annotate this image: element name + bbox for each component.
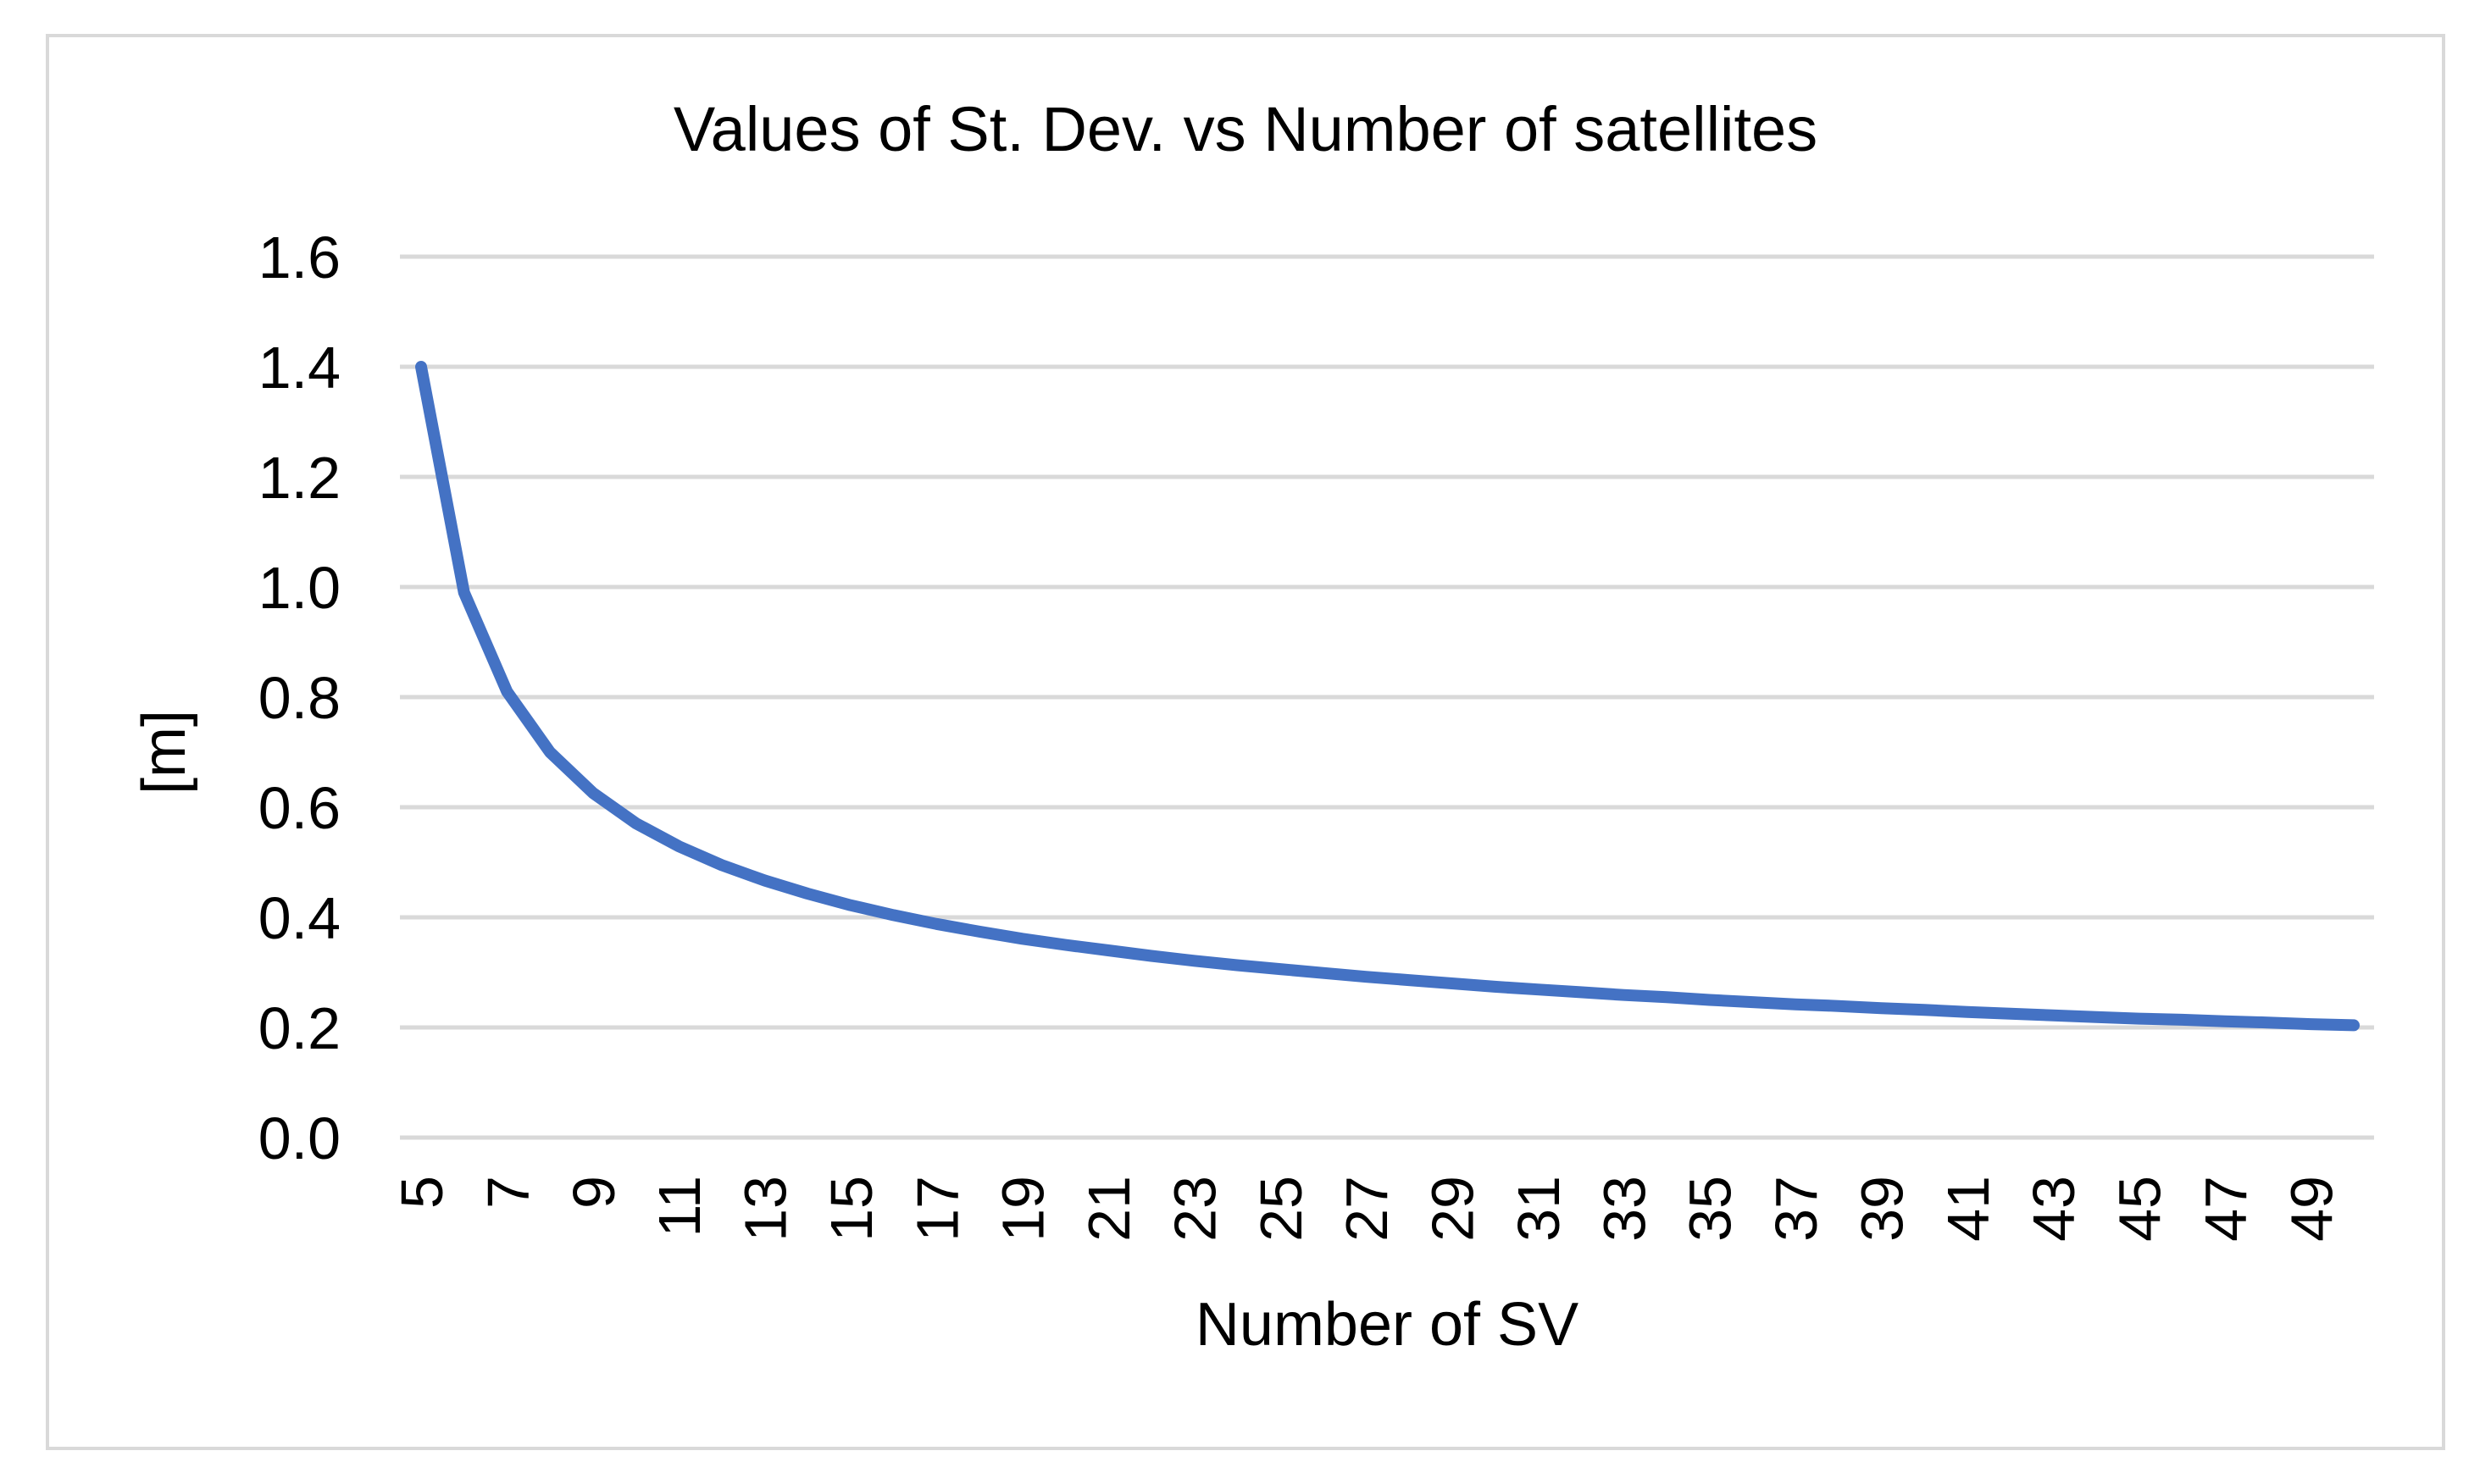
x-tick-label: 7 [474,1176,541,1209]
x-tick-label: 5 [389,1176,455,1209]
x-tick-label: 29 [1420,1176,1486,1242]
x-tick-label: 15 [818,1176,885,1242]
x-tick-label: 17 [904,1176,970,1242]
chart-title: Values of St. Dev. vs Number of satellit… [674,94,1817,164]
x-tick-label: 11 [646,1176,713,1238]
x-tick-label: 41 [1935,1176,2001,1242]
x-tick-label: 13 [733,1176,799,1242]
x-tick-label: 39 [1849,1176,1915,1242]
y-tick-label: 1.2 [258,445,341,511]
y-tick-label: 1.4 [258,335,341,401]
y-tick-label: 1.0 [258,555,341,621]
gridlines [400,254,2374,1140]
x-tick-label: 37 [1763,1176,1829,1242]
x-tick-label: 49 [2278,1176,2344,1242]
y-axis-title: [m] [130,710,198,795]
y-tick-label: 0.8 [258,665,341,731]
y-tick-label: 0.4 [258,885,341,951]
series-line-st-dev [415,361,2360,1032]
x-axis-title: Number of SV [1196,1291,1578,1359]
x-tick-label: 21 [1076,1176,1142,1242]
x-tick-label: 43 [2021,1176,2087,1242]
x-tick-label: 23 [1162,1176,1228,1242]
x-tick-label: 9 [561,1176,627,1209]
x-tick-label: 45 [2107,1176,2173,1242]
y-tick-label: 0.6 [258,775,341,841]
x-tick-label: 31 [1506,1176,1572,1242]
x-tick-label: 35 [1678,1176,1744,1242]
y-tick-label: 0.2 [258,995,341,1061]
y-axis-ticks: 0.0 0.2 0.4 0.6 0.8 1.0 1.2 1.4 1.6 [258,224,341,1171]
x-tick-label: 25 [1248,1176,1314,1242]
series-group [415,361,2360,1032]
y-tick-label: 1.6 [258,224,341,291]
x-axis-ticks: 5 7 9 11 13 15 17 19 21 23 25 27 29 31 33 35 37 39 41 43 45 4… [389,1176,2344,1242]
y-tick-label: 0.0 [258,1105,341,1171]
chart-frame [46,34,2445,1450]
x-tick-label: 33 [1591,1176,1657,1242]
x-tick-label: 27 [1334,1176,1400,1242]
x-tick-label: 47 [2193,1176,2259,1242]
x-tick-label: 19 [990,1176,1057,1242]
